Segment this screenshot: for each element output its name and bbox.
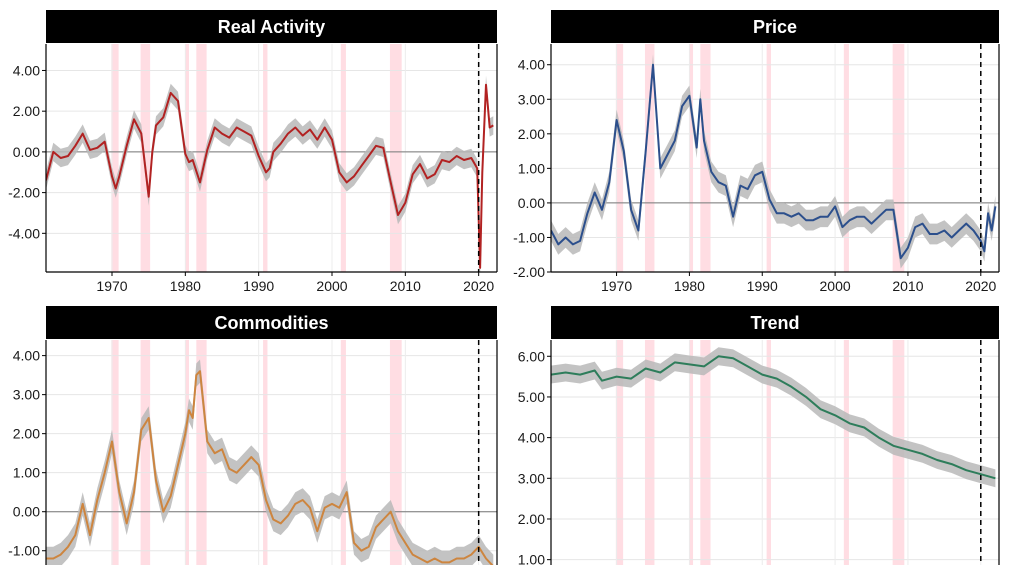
series-line — [46, 370, 494, 565]
recession-band — [843, 340, 849, 565]
panel-title-bar — [551, 10, 999, 43]
series-line — [551, 63, 997, 260]
x-tick-label: 2000 — [316, 278, 347, 294]
recession-band — [389, 340, 402, 565]
x-tick-label: 2010 — [892, 278, 923, 294]
recession-band — [644, 44, 655, 272]
recession-band — [766, 340, 771, 565]
recession-band — [700, 44, 711, 272]
y-tick-label: 5.00 — [518, 389, 545, 405]
x-tick-label: 2020 — [965, 278, 996, 294]
confidence-band — [46, 359, 494, 565]
plot-area — [551, 340, 999, 565]
recession-band — [196, 340, 207, 565]
recession-band — [263, 340, 268, 565]
panel-title-bar — [46, 306, 497, 339]
y-tick-label: -1.00 — [8, 543, 40, 559]
y-tick-label: 2.00 — [13, 103, 40, 119]
panel-title-bar — [46, 10, 497, 43]
panel-title: Trend — [750, 313, 799, 333]
panel-title: Commodities — [214, 313, 328, 333]
y-tick-label: 1.00 — [518, 552, 545, 565]
y-tick-label: 0.00 — [518, 195, 545, 211]
recession-band — [615, 44, 624, 272]
confidence-band — [551, 54, 996, 269]
confidence-band — [551, 347, 996, 488]
y-tick-label: 4.00 — [13, 62, 40, 78]
y-tick-label: 2.00 — [518, 126, 545, 142]
recession-band — [196, 44, 207, 272]
y-tick-label: 0.00 — [13, 504, 40, 520]
recession-band — [140, 340, 151, 565]
x-tick-label: 2000 — [820, 278, 851, 294]
y-tick-label: 6.00 — [518, 348, 545, 364]
plot-area — [551, 44, 999, 272]
recession-band — [615, 340, 624, 565]
panel-title: Price — [753, 17, 797, 37]
x-tick-label: 1990 — [747, 278, 778, 294]
panel-title-bar — [551, 306, 999, 339]
recession-band — [644, 340, 655, 565]
recession-band — [689, 340, 694, 565]
y-tick-label: -4.00 — [8, 225, 40, 241]
panel-price: Price 4.00 3.00 2.00 1.00 0.00 -1.00 -2.00 1970 1… — [513, 10, 1000, 294]
y-tick-label: -2.00 — [513, 264, 545, 280]
y-tick-label: 4.00 — [13, 348, 40, 364]
recession-band — [389, 44, 402, 272]
y-tick-label: 1.00 — [518, 160, 545, 176]
y-tick-label: -2.00 — [8, 185, 40, 201]
y-tick-label: 3.00 — [518, 470, 545, 486]
recession-band — [843, 44, 849, 272]
recession-band — [263, 44, 268, 272]
recession-band — [892, 44, 905, 272]
x-tick-label: 1990 — [243, 278, 274, 294]
x-tick-label: 1970 — [96, 278, 127, 294]
panel-trend: Trend 6.00 5.00 4.00 3.00 2.00 1.00 — [518, 306, 1000, 565]
recession-band — [689, 44, 694, 272]
y-tick-label: 4.00 — [518, 430, 545, 446]
recession-band — [111, 44, 119, 272]
y-tick-label: 3.00 — [13, 387, 40, 403]
y-tick-label: 1.00 — [13, 465, 40, 481]
y-tick-label: -1.00 — [513, 229, 545, 245]
recession-band — [340, 340, 346, 565]
x-tick-label: 1970 — [601, 278, 632, 294]
panel-real-activity: Real Activity 4.00 2.00 0.00 -2.00 -4.00 1970 1… — [8, 10, 498, 294]
y-tick-label: 4.00 — [518, 57, 545, 73]
panel-title: Real Activity — [218, 17, 325, 37]
y-tick-label: 3.00 — [518, 91, 545, 107]
recession-band — [185, 340, 189, 565]
recession-band — [700, 340, 711, 565]
x-tick-label: 1980 — [170, 278, 201, 294]
y-tick-label: 2.00 — [13, 426, 40, 442]
x-tick-label: 2020 — [463, 278, 494, 294]
recession-band — [766, 44, 771, 272]
recession-band — [140, 44, 151, 272]
series-line — [551, 355, 996, 480]
panel-commodities: Commodities 4.00 3.00 2.00 1.00 0.00 -1.00 — [8, 306, 498, 565]
recession-band — [340, 44, 346, 272]
x-tick-label: 1980 — [674, 278, 705, 294]
plot-area — [46, 340, 497, 565]
series-line — [46, 83, 494, 269]
x-tick-label: 2010 — [390, 278, 421, 294]
y-tick-label: 2.00 — [518, 511, 545, 527]
y-tick-label: 0.00 — [13, 144, 40, 160]
plot-area — [46, 44, 497, 272]
